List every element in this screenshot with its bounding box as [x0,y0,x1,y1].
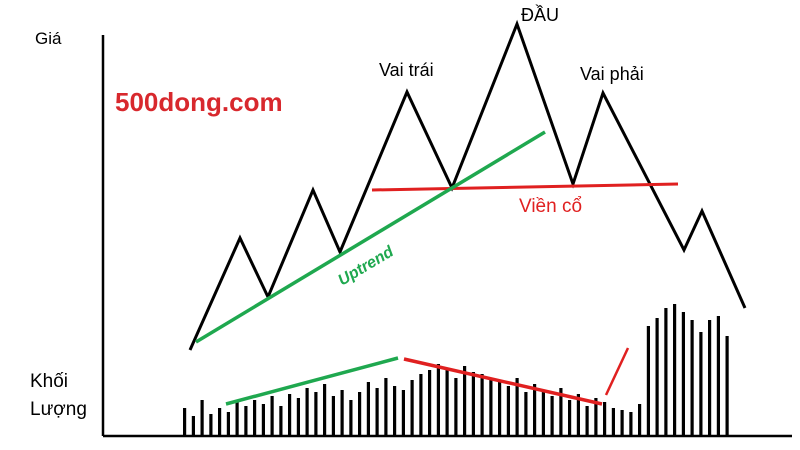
volume-bar [393,386,397,436]
volume-bar [664,308,668,436]
volume-bar [594,398,598,436]
volume-bar [384,378,388,436]
volume-bar [585,406,589,436]
volume-bar [244,406,248,436]
volume-bar [410,380,414,436]
volume-bar [305,388,309,436]
volume-bar [401,390,405,436]
volume-bar [436,364,440,436]
volume-bar [550,396,554,436]
price-axis-label: Giá [35,29,62,48]
volume-bar [331,396,335,436]
volume-bar [681,312,685,436]
right-shoulder-label: Vai phải [580,64,644,84]
volume-bar [541,390,545,436]
volume-bar [725,336,729,436]
uptrend-label: Uptrend [335,243,397,290]
volume-bar [611,408,615,436]
volume-bar [191,416,195,436]
volume-bar [323,384,327,436]
left-shoulder-label: Vai trái [379,60,434,80]
volume-bar [515,378,519,436]
volume-bar [524,392,528,436]
volume-bar [603,402,607,436]
volume-bar [200,400,204,436]
volume-bar [340,390,344,436]
volume-bar [576,394,580,436]
volume-downtrend-line [403,357,603,406]
neckline-line [371,182,679,192]
volume-bar [454,378,458,436]
volume-bar [296,398,300,436]
volume-axis-label-line1: Khối [30,371,68,392]
volume-bar [629,412,633,436]
volume-bar [375,388,379,436]
volume-bar [533,384,537,436]
volume-bar [699,332,703,436]
volume-bar [288,394,292,436]
volume-bar [226,412,230,436]
volume-breakout-line [604,347,630,396]
volume-bar [358,392,362,436]
neckline-label: Viền cổ [519,196,582,217]
volume-bar [366,382,370,436]
volume-bar [261,404,265,436]
volume-bar [253,400,257,436]
volume-bar [559,388,563,436]
volume-bar [708,320,712,436]
volume-bar [690,320,694,436]
volume-bar [463,366,467,436]
volume-bar [428,370,432,436]
volume-bar [489,380,493,436]
volume-bar [568,400,572,436]
volume-bars [183,304,729,436]
volume-bar [480,374,484,436]
head-label: ĐẦU [521,4,559,25]
volume-bar [235,402,239,436]
volume-bar [716,316,720,436]
volume-bar [646,326,650,436]
volume-bar [349,400,353,436]
volume-bar [638,404,642,436]
volume-uptrend-line [225,356,399,406]
volume-bar [279,406,283,436]
volume-bar [183,408,187,436]
volume-bar [218,408,222,436]
uptrend-line [195,130,546,344]
volume-bar [419,374,423,436]
volume-bar [270,396,274,436]
volume-bar [445,368,449,436]
volume-bar [506,386,510,436]
watermark-text: 500dong.com [115,87,283,117]
volume-axis-label-line2: Lượng [30,399,87,420]
volume-bar [498,382,502,436]
volume-bar [655,318,659,436]
volume-bar [209,414,213,436]
volume-bar [620,410,624,436]
volume-bar [471,372,475,436]
volume-bar [314,392,318,436]
volume-bar [673,304,677,436]
